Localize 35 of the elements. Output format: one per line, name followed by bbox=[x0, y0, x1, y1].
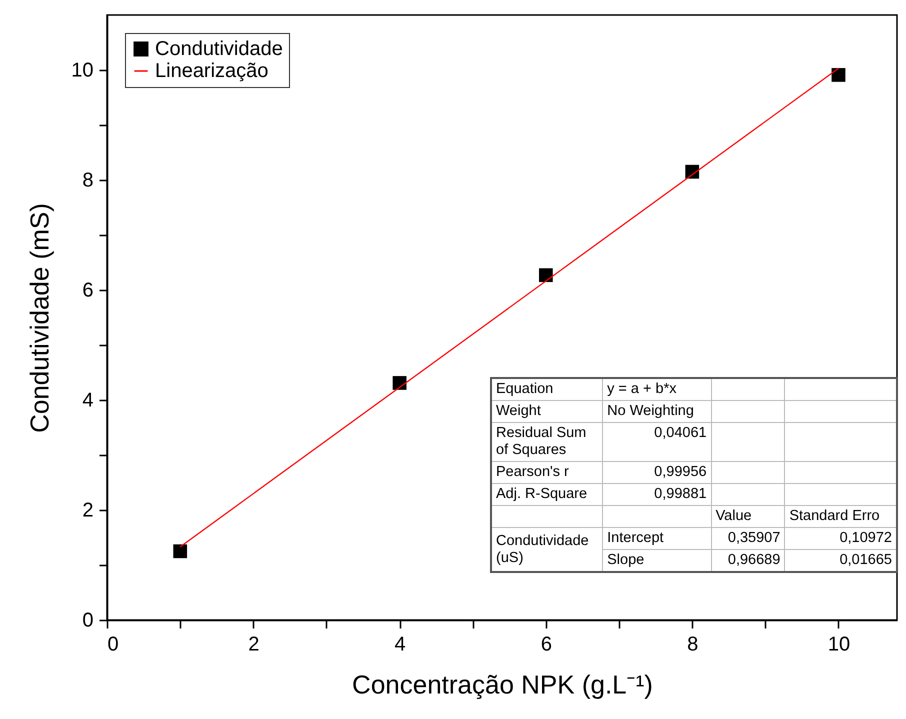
annotation: y = a + b*x bbox=[602, 378, 712, 400]
annotation: 0,04061 bbox=[602, 422, 712, 462]
annotation: No Weighting bbox=[602, 400, 712, 422]
annotation: Standard Erro bbox=[784, 506, 897, 528]
y-tick-label: 8 bbox=[82, 170, 94, 192]
annotation: Pearson's r bbox=[491, 462, 603, 484]
annotation: Value bbox=[711, 506, 785, 528]
y-tick-label: 10 bbox=[71, 60, 94, 82]
annotation: Slope bbox=[602, 550, 712, 572]
annotation: 0,35907 bbox=[711, 528, 785, 550]
annotation: 0,96689 bbox=[711, 550, 785, 572]
y-tick-label: 6 bbox=[82, 280, 94, 302]
legend-label: Condutividade bbox=[155, 38, 283, 60]
annotation: 0,10972 bbox=[784, 528, 897, 550]
y-tick-label: 2 bbox=[82, 500, 94, 522]
annotation: Equation bbox=[491, 378, 603, 400]
annotation: Weight bbox=[491, 400, 603, 422]
x-tick-label: 8 bbox=[687, 634, 698, 656]
annotation: 0,99956 bbox=[602, 462, 712, 484]
legend-label: Linearização bbox=[155, 60, 268, 82]
annotation: 0,99881 bbox=[602, 484, 712, 506]
x-tick-label: 6 bbox=[540, 634, 552, 656]
x-tick-label: 2 bbox=[248, 634, 260, 656]
x-tick-label: 0 bbox=[108, 634, 119, 656]
annotation: Intercept bbox=[602, 528, 712, 550]
y-axis-title: Condutividade (mS) bbox=[24, 203, 54, 433]
x-axis-title: Concentração NPK (g.L⁻¹) bbox=[352, 670, 653, 700]
y-tick-label: 4 bbox=[82, 390, 94, 412]
annotation: 0,01665 bbox=[784, 550, 897, 572]
annotation: Residual Sum of Squares bbox=[491, 422, 603, 462]
x-tick-label: 4 bbox=[394, 634, 406, 656]
x-tick-label: 10 bbox=[828, 634, 850, 656]
y-tick-label: 0 bbox=[82, 610, 94, 632]
annotation: Condutividade (uS) bbox=[491, 528, 603, 572]
annotation: Adj. R-Square bbox=[491, 484, 603, 506]
